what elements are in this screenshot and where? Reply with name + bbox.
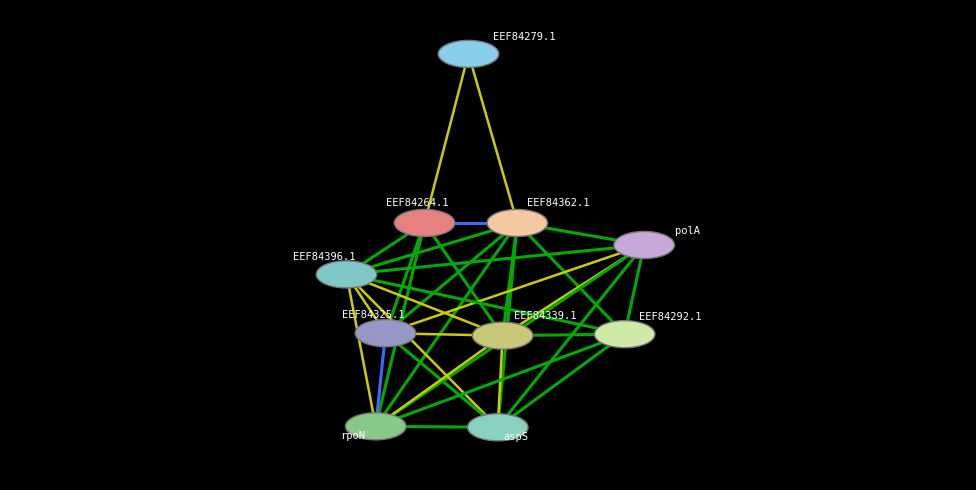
- Ellipse shape: [468, 414, 528, 441]
- Ellipse shape: [346, 413, 406, 440]
- Ellipse shape: [438, 40, 499, 68]
- Text: EEF84279.1: EEF84279.1: [493, 32, 555, 42]
- Text: polA: polA: [675, 226, 701, 236]
- Ellipse shape: [472, 322, 533, 349]
- Text: EEF84396.1: EEF84396.1: [293, 252, 355, 262]
- Text: EEF84362.1: EEF84362.1: [527, 198, 590, 208]
- Ellipse shape: [594, 320, 655, 348]
- Ellipse shape: [394, 209, 455, 237]
- Text: aspS: aspS: [504, 432, 529, 442]
- Ellipse shape: [355, 319, 416, 347]
- Text: EEF84292.1: EEF84292.1: [639, 312, 702, 322]
- Text: EEF84339.1: EEF84339.1: [514, 311, 577, 321]
- Text: EEF84264.1: EEF84264.1: [386, 198, 448, 208]
- Ellipse shape: [614, 231, 674, 259]
- Ellipse shape: [316, 261, 377, 288]
- Text: EEF84325.1: EEF84325.1: [342, 311, 404, 320]
- Ellipse shape: [487, 209, 548, 237]
- Text: rpoN: rpoN: [340, 431, 365, 441]
